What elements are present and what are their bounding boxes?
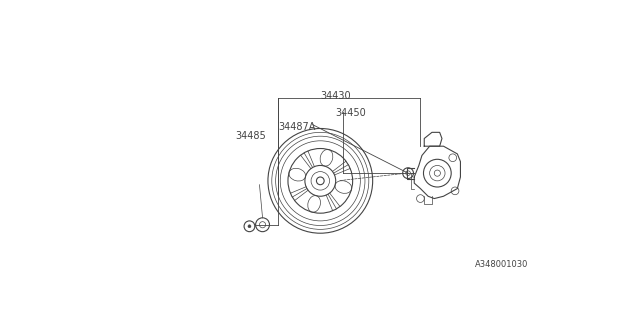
Text: 34487A: 34487A — [279, 122, 316, 132]
Text: A348001030: A348001030 — [475, 260, 528, 269]
Text: 34450: 34450 — [336, 108, 367, 118]
Text: 34430: 34430 — [320, 91, 351, 101]
Text: 34485: 34485 — [236, 131, 266, 141]
Circle shape — [248, 225, 251, 228]
